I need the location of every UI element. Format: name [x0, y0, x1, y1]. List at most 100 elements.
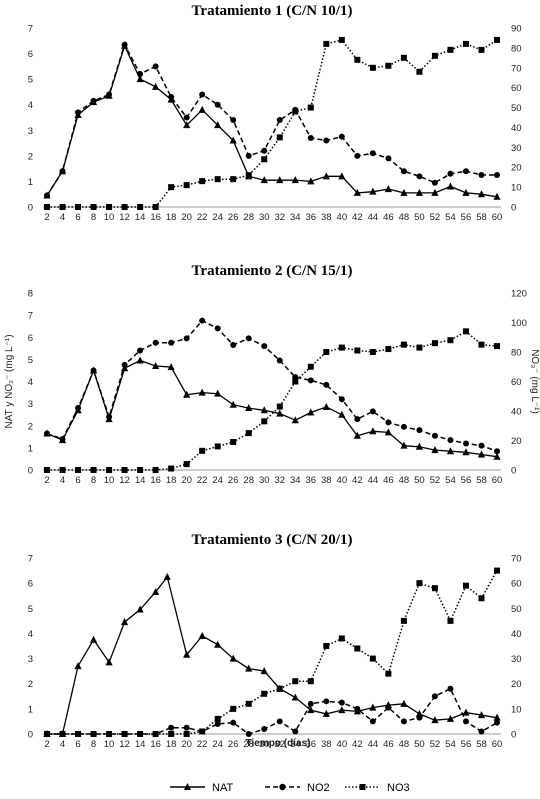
x-tick-label: 38	[321, 739, 332, 750]
data-point-no2	[338, 133, 345, 140]
data-point-nat	[477, 711, 486, 719]
data-point-no2	[354, 705, 361, 712]
series-line-nat	[46, 359, 498, 458]
x-tick-label: 36	[306, 739, 317, 750]
data-point-no2	[354, 152, 361, 159]
x-tick-label: 58	[476, 475, 487, 486]
data-point-no3	[369, 655, 376, 662]
data-point-no3	[478, 46, 485, 53]
x-axis-title: Tiempo (días)	[246, 738, 311, 749]
data-point-nat	[291, 416, 299, 424]
data-point-nat	[136, 75, 144, 83]
data-point-nat	[229, 136, 237, 144]
data-point-no2	[338, 396, 345, 403]
data-point-nat	[74, 662, 82, 670]
legend-label-no2: NO2	[307, 782, 330, 794]
x-tick-label: 40	[337, 212, 348, 223]
data-point-nat	[214, 389, 222, 397]
data-point-no3	[323, 40, 330, 47]
data-point-no3	[478, 341, 485, 348]
data-point-no2	[369, 718, 376, 725]
legend: NAT NO2 NO3	[170, 782, 410, 794]
data-point-no2	[276, 117, 283, 124]
data-point-no3	[261, 156, 268, 163]
x-tick-label: 42	[352, 739, 363, 750]
data-point-no3	[494, 343, 500, 350]
data-point-no2	[478, 442, 485, 449]
x-tick-label: 46	[383, 739, 394, 750]
x-tick-label: 38	[321, 212, 332, 223]
data-point-nat	[105, 658, 113, 666]
data-point-no3	[462, 582, 469, 589]
data-point-no3	[338, 635, 345, 642]
y-tick-label-right: 0	[511, 466, 516, 477]
data-point-no2	[245, 731, 252, 737]
x-tick-label: 28	[243, 739, 254, 750]
data-point-no2	[276, 357, 283, 364]
series-line-nat	[46, 44, 498, 198]
data-point-nat	[291, 176, 299, 184]
data-point-no3	[276, 403, 283, 410]
data-point-no3	[245, 172, 252, 179]
x-tick-label: 46	[383, 212, 394, 223]
chart-panels: Tratamiento 1 (C/N 10/1)2 4 6 8 10 12 14 16 18 20…	[4, 3, 540, 750]
x-tick-label: 30	[259, 212, 270, 223]
data-point-nat	[229, 654, 237, 662]
data-point-nat	[152, 82, 160, 90]
data-point-no3	[354, 347, 361, 354]
legend-no3-marker	[359, 784, 366, 790]
data-point-no3	[44, 204, 50, 210]
data-point-no3	[59, 467, 66, 473]
x-tick-label: 26	[228, 212, 239, 223]
x-tick-label: 54	[445, 739, 456, 750]
data-point-no3	[431, 340, 438, 347]
y-tick-label-right: 10	[511, 704, 522, 715]
x-tick-label: 48	[399, 739, 410, 750]
data-point-no3	[106, 204, 113, 210]
data-point-no3	[245, 700, 252, 707]
x-tick-label: 52	[430, 739, 441, 750]
x-tick-label: 36	[306, 212, 317, 223]
x-tick-label: 28	[243, 212, 254, 223]
data-point-no2	[307, 134, 314, 141]
data-point-no3	[385, 62, 392, 69]
data-point-no3	[338, 344, 345, 351]
y-tick-label-right: 20	[511, 163, 522, 174]
data-point-no2	[416, 714, 423, 721]
data-point-nat	[163, 572, 171, 580]
data-point-nat	[136, 605, 144, 613]
x-tick-label: 60	[492, 212, 503, 223]
y-tick-label-left: 7	[28, 311, 33, 322]
y-tick-label-left: 1	[28, 704, 33, 715]
data-point-no3	[431, 52, 438, 59]
y-tick-label-left: 4	[28, 377, 33, 388]
x-tick-label: 18	[166, 212, 177, 223]
data-point-nat	[167, 363, 175, 371]
data-point-no3	[137, 204, 144, 210]
data-point-no2	[462, 440, 469, 447]
data-point-no3	[494, 36, 500, 43]
data-point-nat	[384, 185, 392, 193]
x-tick-label: 2	[44, 739, 49, 750]
y-tick-label-right: 80	[511, 43, 522, 54]
data-point-no3	[416, 580, 423, 587]
data-point-no2	[447, 437, 454, 444]
data-point-nat	[322, 172, 330, 180]
data-point-nat	[229, 400, 237, 408]
data-point-nat	[415, 442, 424, 450]
y-tick-label-right: 30	[511, 654, 522, 665]
data-point-no2	[137, 347, 144, 354]
y-tick-label-left: 6	[28, 579, 33, 590]
y-tick-label-right: 20	[511, 436, 522, 447]
data-point-no2	[400, 718, 407, 725]
data-point-nat	[384, 428, 392, 436]
data-point-no3	[369, 64, 376, 71]
data-point-no2	[137, 71, 144, 78]
x-tick-label: 2	[44, 212, 49, 223]
data-point-no3	[183, 182, 190, 189]
y-tick-label-right: 60	[511, 579, 522, 590]
chart-panel-1: Tratamiento 1 (C/N 10/1)2 4 6 8 10 12 14 16 18 20…	[28, 3, 522, 223]
x-tick-label: 42	[352, 475, 363, 486]
data-point-no3	[276, 685, 283, 692]
data-point-nat	[477, 450, 486, 458]
